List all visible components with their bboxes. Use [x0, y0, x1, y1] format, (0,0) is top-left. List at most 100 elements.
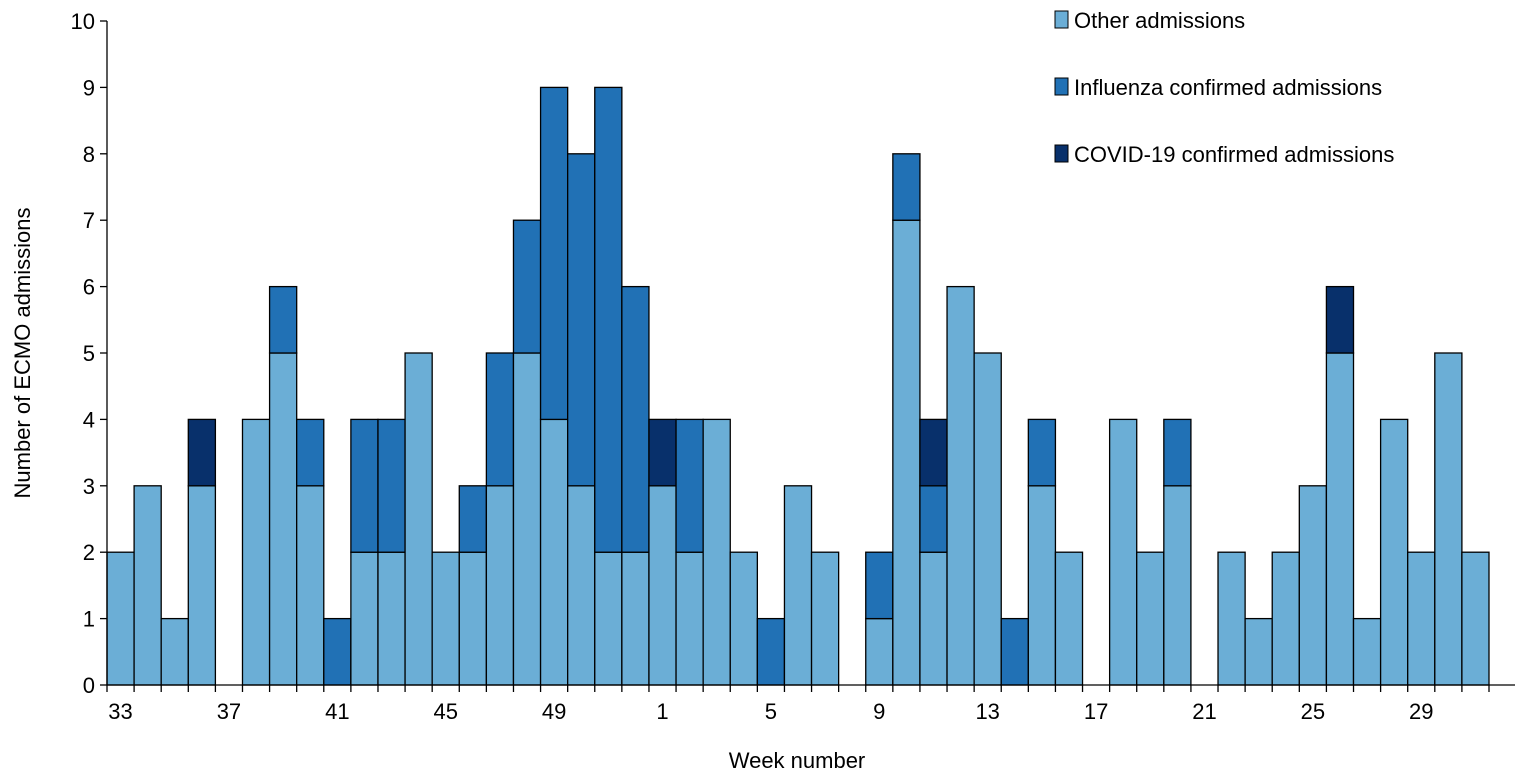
bar-segment-s1-w46	[458, 485, 488, 553]
bar-segment-s1-w20	[1163, 418, 1192, 487]
bar-segment-s1-w51	[594, 86, 623, 553]
bar-segment-s0-w20	[1163, 485, 1192, 686]
x-tick-label-33: 33	[108, 699, 132, 724]
legend-swatch-2	[1054, 144, 1069, 163]
bar-segment-s2-w1	[648, 418, 677, 487]
legend-label-0: Other admissions	[1074, 8, 1245, 33]
bar-segment-s0-w45	[431, 551, 460, 686]
y-tick-label-8: 8	[83, 142, 95, 167]
bar-segment-s1-w2	[675, 418, 704, 553]
y-tick-label-6: 6	[83, 275, 95, 300]
bar-segment-s0-w18	[1108, 418, 1138, 686]
y-tick-label-9: 9	[83, 75, 95, 100]
x-tick-label-1: 1	[656, 699, 668, 724]
x-tick-label-13: 13	[975, 699, 999, 724]
bar-segment-s1-w41	[323, 617, 352, 686]
y-tick-label-2: 2	[83, 540, 95, 565]
bar-segment-s0-w46	[458, 551, 488, 686]
bar-segment-s0-w36	[187, 485, 217, 686]
legend: Other admissions Influenza confirmed admi…	[1054, 8, 1394, 167]
y-tick-label-10: 10	[71, 9, 95, 34]
bar-segment-s0-w51	[594, 551, 623, 686]
bar-segment-s1-w43	[377, 418, 406, 553]
bar-segment-s0-w19	[1136, 551, 1165, 686]
x-tick-label-5: 5	[765, 699, 777, 724]
bar-segment-s0-w2	[675, 551, 704, 686]
bar-segment-s0-w47	[485, 485, 515, 686]
bar-segment-s0-w11	[919, 551, 948, 686]
bar-segment-s1-w14	[1000, 617, 1029, 686]
x-tick-label-17: 17	[1084, 699, 1108, 724]
bar-segment-s0-w10	[892, 219, 921, 686]
bar-segment-s0-w48	[512, 352, 542, 686]
y-axis-title: Number of ECMO admissions	[10, 208, 35, 499]
bar-segment-s0-w43	[377, 551, 406, 686]
legend-swatch-1	[1054, 77, 1069, 96]
x-axis-title: Week number	[729, 748, 866, 773]
bar-segment-s0-w26	[1325, 352, 1355, 686]
bar-segment-s1-w15	[1027, 418, 1057, 487]
bar-segment-s0-w50	[567, 485, 596, 686]
y-tick-label-0: 0	[83, 673, 95, 698]
bar-segment-s0-w24	[1271, 551, 1300, 686]
bar-segment-s0-w23	[1244, 617, 1273, 686]
bar-segment-s1-w47	[485, 352, 515, 487]
x-tick-label-21: 21	[1192, 699, 1216, 724]
bar-segment-s0-w33	[106, 551, 135, 686]
bar-segment-s1-w11	[919, 485, 948, 553]
bar-segment-s0-w25	[1298, 485, 1328, 686]
bar-segment-s0-w44	[404, 352, 433, 686]
x-tick-label-45: 45	[433, 699, 457, 724]
bar-segment-s0-w3	[702, 418, 731, 686]
y-tick-label-4: 4	[83, 407, 95, 432]
x-tick-label-49: 49	[542, 699, 566, 724]
bar-segment-s0-w28	[1379, 418, 1409, 686]
bar-segment-s2-w26	[1325, 285, 1355, 354]
y-tick-label-1: 1	[83, 607, 95, 632]
bar-segment-s0-w42	[350, 551, 379, 686]
legend-label-2: COVID-19 confirmed admissions	[1074, 142, 1394, 167]
x-tick-label-9: 9	[873, 699, 885, 724]
y-tick-label-5: 5	[83, 341, 95, 366]
bar-segment-s1-w48	[512, 219, 542, 354]
y-tick-label-7: 7	[83, 208, 95, 233]
bar-segment-s0-w15	[1027, 485, 1057, 686]
bar-segment-s0-w39	[268, 352, 298, 686]
bar-segment-s0-w22	[1217, 551, 1246, 686]
bar-segment-s0-w7	[810, 551, 840, 686]
bar-segment-s0-w52	[621, 551, 650, 686]
bar-segment-s0-w40	[296, 485, 325, 686]
y-tick-label-3: 3	[83, 474, 95, 499]
bar-segment-s1-w50	[567, 153, 596, 487]
bar-segment-s0-w1	[648, 485, 677, 686]
bar-segment-s0-w12	[946, 285, 975, 686]
bar-segment-s2-w11	[919, 418, 948, 487]
legend-label-1: Influenza confirmed admissions	[1074, 75, 1382, 100]
bar-segment-s0-w35	[160, 617, 189, 686]
bar-segment-s0-w13	[973, 352, 1002, 686]
bar-segment-s1-w49	[539, 86, 569, 421]
bar-segment-s0-w9	[865, 617, 894, 686]
bar-segment-s0-w4	[729, 551, 759, 686]
bar-segment-s1-w42	[350, 418, 379, 553]
bar-segment-s0-w49	[539, 418, 569, 686]
bar-segment-s0-w6	[783, 485, 813, 686]
bar-segment-s0-w30	[1434, 352, 1463, 686]
bar-segment-s1-w39	[268, 285, 298, 354]
bar-segment-s0-w34	[133, 485, 162, 686]
x-tick-label-29: 29	[1409, 699, 1433, 724]
bar-segment-s0-w38	[241, 418, 271, 686]
bars-layer	[106, 86, 1490, 686]
legend-swatch-0	[1054, 10, 1069, 29]
bar-segment-s0-w16	[1054, 551, 1084, 686]
bar-segment-s0-w31	[1461, 551, 1490, 686]
bar-segment-s1-w5	[756, 617, 786, 686]
bar-segment-s0-w29	[1407, 551, 1436, 686]
bar-segment-s1-w40	[296, 418, 325, 487]
bar-segment-s0-w27	[1352, 617, 1382, 686]
bar-segment-s1-w9	[865, 551, 894, 620]
bar-segment-s1-w10	[892, 153, 921, 221]
x-tick-label-25: 25	[1301, 699, 1325, 724]
